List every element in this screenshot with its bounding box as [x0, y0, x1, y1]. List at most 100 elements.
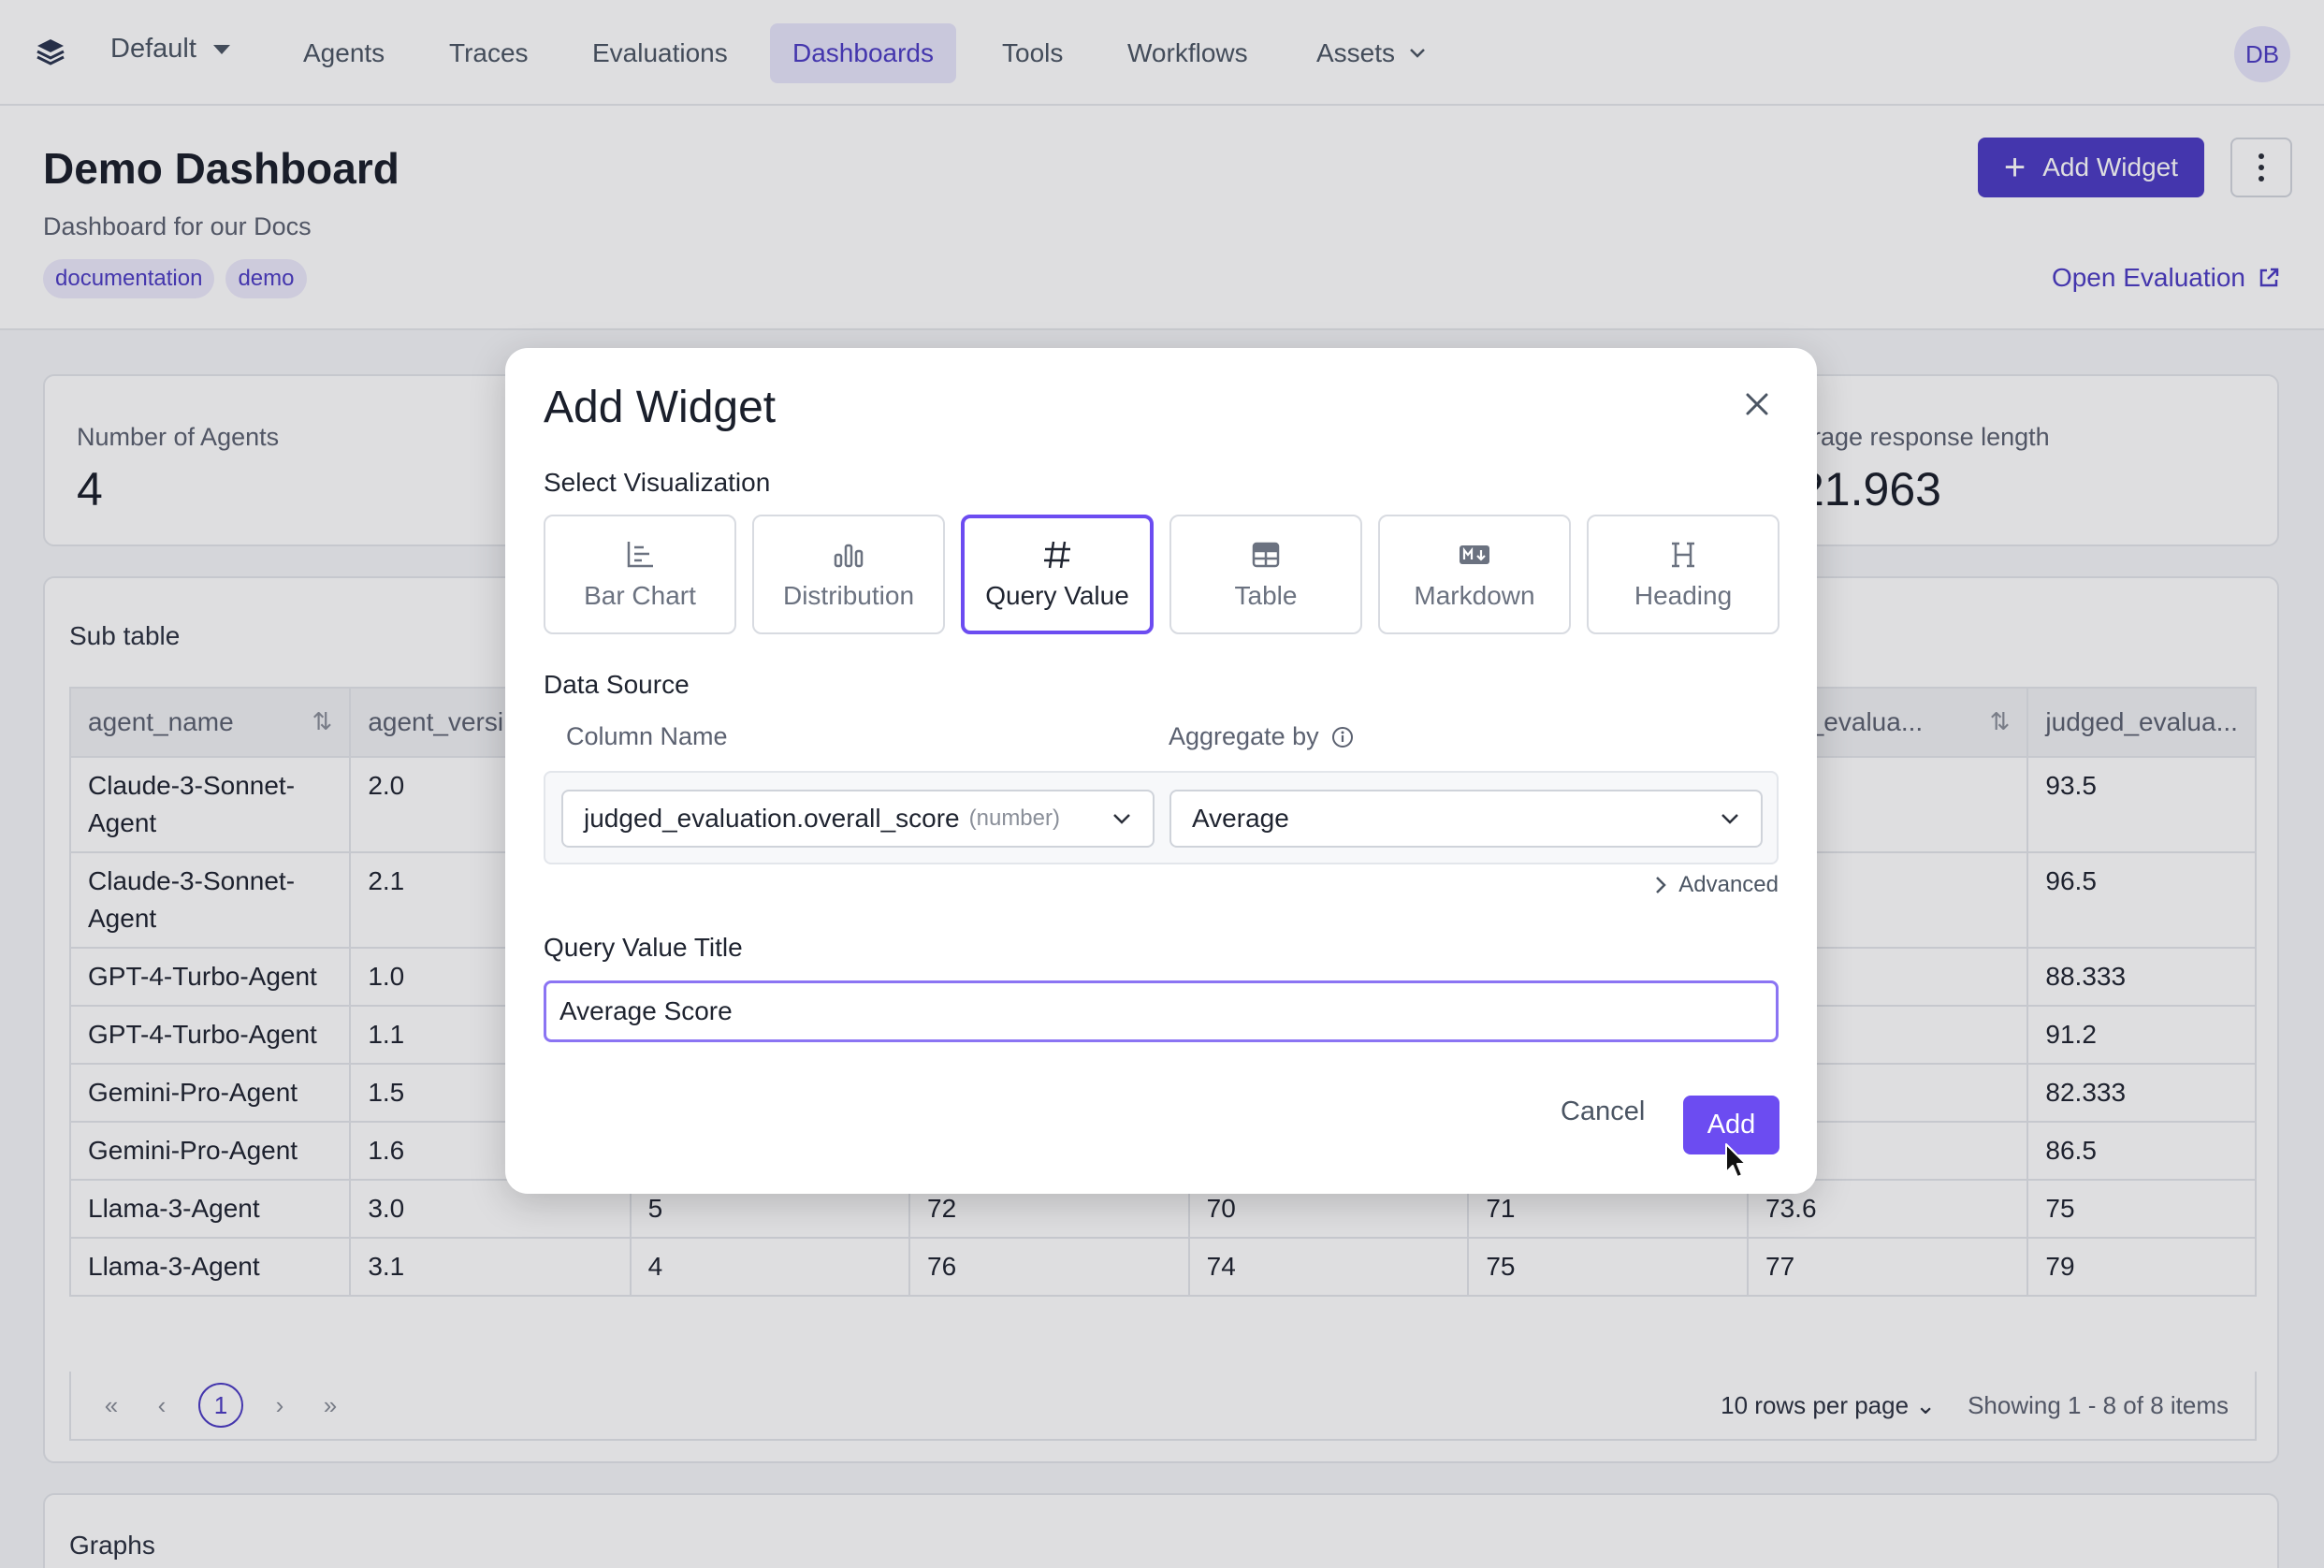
last-page-icon[interactable]: » [323, 1390, 338, 1419]
current-page[interactable]: 1 [198, 1383, 243, 1428]
chevron-right-icon [1656, 877, 1667, 893]
column-name-select[interactable]: judged_evaluation.overall_score (number) [561, 790, 1155, 848]
nav-item-traces[interactable]: Traces [449, 38, 529, 67]
select-visualization-label: Select Visualization [544, 468, 771, 497]
bar-chart-icon [627, 542, 653, 568]
metric-value: 4 [77, 463, 103, 515]
sub-table-title: Sub table [69, 621, 181, 650]
close-icon[interactable] [1738, 385, 1776, 423]
workspace-label: Default [110, 34, 196, 64]
table-cell: Gemini-Pro-Agent [68, 1121, 352, 1181]
workspace-selector[interactable]: Default [110, 34, 230, 65]
table-cell: 96.5 [2026, 851, 2257, 949]
open-evaluation-link[interactable]: Open Evaluation [2052, 263, 2281, 293]
aggregate-by-select[interactable]: Average [1169, 790, 1763, 848]
viz-option-distribution[interactable]: Distribution [752, 515, 945, 634]
viz-option-label: Query Value [985, 581, 1129, 610]
top-navigation: Default Agents Traces Evaluations Dashbo… [0, 0, 2324, 106]
add-widget-modal: Add Widget Select Visualization Bar Char… [505, 348, 1817, 1194]
table-cell: 75 [2026, 1179, 2257, 1239]
table-cell: Gemini-Pro-Agent [68, 1063, 352, 1123]
advanced-label: Advanced [1678, 872, 1779, 897]
table-row: Llama-3-Agent 3.1 4 76 74 75 77 79 [68, 1237, 2257, 1297]
pagination: « ‹ 1 › » 10 rows per page ⌄ Showing 1 -… [69, 1372, 2257, 1441]
page-title: Demo Dashboard [43, 144, 399, 193]
mouse-cursor-icon [1725, 1143, 1747, 1178]
nav-item-workflows[interactable]: Workflows [1127, 38, 1248, 67]
app-logo-icon[interactable] [36, 37, 65, 67]
viz-option-label: Heading [1634, 581, 1733, 610]
table-cell: 93.5 [2026, 756, 2257, 853]
chevron-down-icon: ⌄ [1915, 1390, 1937, 1419]
kebab-dot [2259, 176, 2264, 181]
viz-option-label: Markdown [1414, 581, 1535, 610]
dashboard-header: Demo Dashboard Dashboard for our Docs do… [0, 106, 2324, 330]
viz-option-bar-chart[interactable]: Bar Chart [544, 515, 736, 634]
viz-option-table[interactable]: Table [1169, 515, 1362, 634]
viz-option-label: Table [1234, 581, 1298, 610]
table-cell: 76 [908, 1237, 1190, 1297]
tag-list: documentation demo [43, 259, 307, 298]
sort-icon[interactable]: ⇅ [1989, 707, 2011, 735]
markdown-icon [1460, 545, 1489, 564]
showing-count: Showing 1 - 8 of 8 items [1968, 1390, 2229, 1419]
prev-page-icon[interactable]: ‹ [157, 1390, 167, 1419]
kebab-dot [2259, 153, 2264, 159]
data-source-row: judged_evaluation.overall_score (number)… [544, 771, 1779, 864]
table-cell: 3.1 [349, 1237, 632, 1297]
metric-value: 21.963 [1798, 463, 1941, 515]
nav-item-assets[interactable]: Assets [1294, 23, 1449, 83]
table-cell: Llama-3-Agent [68, 1179, 352, 1239]
nav-item-dashboards[interactable]: Dashboards [770, 23, 956, 83]
tag[interactable]: demo [225, 259, 307, 298]
nav-item-tools[interactable]: Tools [1002, 38, 1064, 67]
table-cell: 77 [1747, 1237, 2029, 1297]
visualization-options: Bar Chart Distribution Query Value Table… [544, 515, 1779, 634]
chevron-down-icon [1410, 49, 1425, 58]
avatar[interactable]: DB [2234, 26, 2290, 82]
table-cell: 4 [629, 1237, 911, 1297]
nav-item-evaluations[interactable]: Evaluations [592, 38, 728, 67]
column-name-label: Column Name [566, 722, 728, 750]
table-cell: 91.2 [2026, 1005, 2257, 1065]
caret-down-icon [212, 44, 230, 54]
chevron-down-icon [1113, 814, 1130, 824]
viz-option-label: Bar Chart [584, 581, 696, 610]
graphs-card: Graphs [43, 1493, 2279, 1568]
table-cell: Llama-3-Agent [68, 1237, 352, 1297]
aggregate-by-header: Aggregate by [1169, 722, 1355, 751]
chevron-down-icon [1721, 814, 1738, 824]
rows-per-page-select[interactable]: 10 rows per page ⌄ [1721, 1391, 1936, 1420]
info-icon[interactable] [1330, 725, 1355, 749]
distribution-icon [834, 544, 864, 568]
tag[interactable]: documentation [43, 259, 215, 298]
add-widget-button[interactable]: + Add Widget [1977, 138, 2204, 197]
table-icon [1252, 542, 1280, 568]
nav-item-agents[interactable]: Agents [303, 38, 385, 67]
cancel-button[interactable]: Cancel [1561, 1096, 1646, 1126]
column-header[interactable]: agent_name ⇅ [68, 687, 352, 758]
rows-per-page-label: 10 rows per page [1721, 1390, 1910, 1419]
page-subtitle: Dashboard for our Docs [43, 212, 312, 240]
add-widget-label: Add Widget [2042, 152, 2178, 181]
next-page-icon[interactable]: › [275, 1390, 284, 1419]
kebab-dot [2259, 165, 2264, 170]
more-options-button[interactable] [2230, 138, 2292, 197]
column-type: (number) [968, 806, 1060, 831]
table-cell: 82.333 [2026, 1063, 2257, 1123]
add-button[interactable]: Add [1683, 1096, 1779, 1154]
column-header[interactable]: judged_evalua... [2026, 687, 2257, 758]
advanced-toggle[interactable]: Advanced [1654, 872, 1779, 898]
viz-option-query-value[interactable]: Query Value [961, 515, 1154, 634]
table-cell: 86.5 [2026, 1121, 2257, 1181]
table-cell: 88.333 [2026, 947, 2257, 1007]
table-cell: GPT-4-Turbo-Agent [68, 947, 352, 1007]
first-page-icon[interactable]: « [104, 1390, 119, 1419]
sort-icon[interactable]: ⇅ [312, 707, 333, 735]
viz-option-markdown[interactable]: Markdown [1378, 515, 1571, 634]
column-name-value: judged_evaluation.overall_score [584, 804, 960, 833]
query-value-title-input[interactable] [544, 980, 1779, 1042]
graphs-title: Graphs [69, 1531, 155, 1560]
viz-option-heading[interactable]: Heading [1587, 515, 1779, 634]
external-link-icon [2259, 268, 2279, 287]
